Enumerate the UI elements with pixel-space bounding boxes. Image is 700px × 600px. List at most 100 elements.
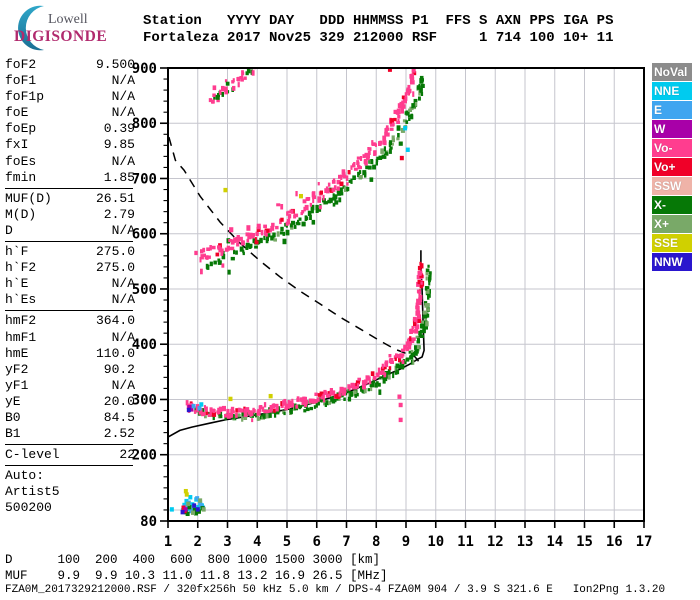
legend-label: Vo+ (654, 159, 676, 174)
y-tick-label: 200 (132, 448, 157, 464)
header-info: Station YYYY DAY DDD HHMMSS P1 FFS S AXN… (143, 13, 613, 47)
param-value: 9.500 (95, 57, 135, 72)
param-label: foF1 (5, 73, 37, 89)
param-row: foF2 9.500 (5, 57, 135, 73)
param-row: B1 2.52 (5, 426, 135, 442)
echo-traces (185, 68, 432, 423)
legend-label: NNE (654, 83, 680, 98)
x-tick-label: 17 (636, 534, 653, 550)
param-row: fxI 9.85 (5, 137, 135, 153)
panel-divider (5, 310, 133, 312)
legend-label: SSE (654, 235, 679, 250)
param-value: 22 (119, 447, 135, 463)
header-info-line1: Station YYYY DAY DDD HHMMSS P1 FFS S AXN… (143, 13, 614, 29)
legend-label: NNW (654, 254, 683, 269)
param-label: B1 (5, 426, 21, 442)
param-label: MUF(D) (5, 190, 52, 206)
param-value: 0.39 (103, 121, 135, 137)
panel-divider (5, 187, 133, 189)
trace-F2-X- (205, 75, 425, 275)
legend-item-noval: NoVal (652, 63, 692, 81)
param-row: fmin 1.85 (5, 170, 135, 186)
dmuf-table: D 100 200 400 600 800 1000 1500 3000 [km… (5, 553, 388, 584)
x-tick-label: 2 (194, 534, 202, 550)
param-row: h`F 275.0 (5, 244, 135, 260)
x-tick-label: 16 (606, 534, 623, 550)
param-value: 1.85 (103, 169, 135, 185)
param-row: M(D) 2.79 (5, 207, 135, 223)
param-row: foEp 0.39 (5, 121, 135, 137)
left-panel: foF2 9.500 foF1 N/A foF1p N/A foE N/A foEp 0.39 fx… (5, 57, 135, 517)
legend-label: W (654, 121, 666, 136)
x-tick-label: 1 (164, 534, 172, 550)
doppler-legend: NoVal NNE E W Vo- Vo+ SSW X- X+ SSE NNW (652, 63, 694, 272)
param-label: foEs (5, 153, 37, 169)
param-label: hmE (5, 345, 29, 361)
y-tick-label: 300 (132, 392, 157, 408)
param-row: h`F2 275.0 (5, 260, 135, 276)
legend-item-ssw: SSW (652, 177, 692, 195)
param-label: h`F (5, 244, 29, 260)
param-value: 20.0 (103, 393, 135, 409)
param-row: hmF1 N/A (5, 330, 135, 346)
param-label: foF1p (5, 89, 45, 105)
legend-item-nne: NNE (652, 82, 692, 100)
legend-label: NoVal (654, 64, 688, 79)
logo-digisonde-text: DIGISONDE (14, 28, 107, 45)
lowell-digisonde-logo: Lowell DIGISONDE (14, 5, 107, 51)
file-info-line: FZA0M_2017329212000.RSF / 320fx256h 50 k… (5, 584, 666, 596)
param-value: 110.0 (95, 345, 135, 361)
param-value: N/A (111, 276, 135, 292)
param-value: N/A (111, 73, 135, 89)
trace-F1-Vo- (185, 261, 425, 423)
y-tick-label: 600 (132, 227, 157, 243)
legend-item-x: X- (652, 196, 692, 214)
x-tick-label: 13 (517, 534, 534, 550)
param-row: hmF2 364.0 (5, 313, 135, 329)
legend-label: SSW (654, 178, 682, 193)
param-value: 2.79 (103, 206, 135, 222)
param-label: D (5, 222, 13, 238)
param-label: fmin (5, 169, 37, 185)
param-label: yF2 (5, 361, 29, 377)
param-row: yE 20.0 (5, 394, 135, 410)
param-label: yE (5, 393, 21, 409)
grid (168, 68, 644, 521)
param-row: h`Es N/A (5, 292, 135, 308)
param-label: h`Es (5, 292, 37, 308)
param-row: MUF(D) 26.51 (5, 191, 135, 207)
x-tick-label: 14 (546, 534, 563, 550)
y-tick-label: 900 (132, 61, 157, 77)
panel-divider (5, 241, 133, 243)
d-row: D 100 200 400 600 800 1000 1500 3000 [km… (5, 553, 381, 567)
legend-label: E (654, 102, 663, 117)
x-tick-label: 15 (576, 534, 593, 550)
legend-label: Vo- (654, 140, 673, 155)
param-value: 90.2 (103, 361, 135, 377)
param-value: N/A (111, 105, 135, 121)
legend-item-w: W (652, 120, 692, 138)
param-value: 275.0 (95, 260, 135, 276)
param-value: N/A (111, 377, 135, 393)
y-tick-label: 800 (132, 116, 157, 132)
param-label: hmF2 (5, 313, 37, 329)
param-label: foE (5, 105, 29, 121)
param-row: yF1 N/A (5, 378, 135, 394)
trace-F2-Vo- (194, 68, 417, 275)
x-tick-label: 4 (253, 534, 261, 550)
param-value: N/A (111, 153, 135, 169)
legend-item-nnw: NNW (652, 253, 692, 271)
header-info-line2: Fortaleza 2017 Nov25 329 212000 RSF 1 71… (143, 30, 614, 46)
param-value: N/A (111, 292, 135, 308)
param-label: B0 (5, 409, 21, 425)
panel-divider (5, 444, 133, 446)
y-tick-label: 700 (132, 171, 157, 187)
param-value: 275.0 (95, 244, 135, 260)
x-tick-label: 3 (223, 534, 231, 550)
legend-label: X+ (654, 216, 670, 231)
param-label: h`E (5, 276, 29, 292)
param-label: M(D) (5, 206, 37, 222)
param-value: N/A (111, 329, 135, 345)
param-row: hmE 110.0 (5, 346, 135, 362)
